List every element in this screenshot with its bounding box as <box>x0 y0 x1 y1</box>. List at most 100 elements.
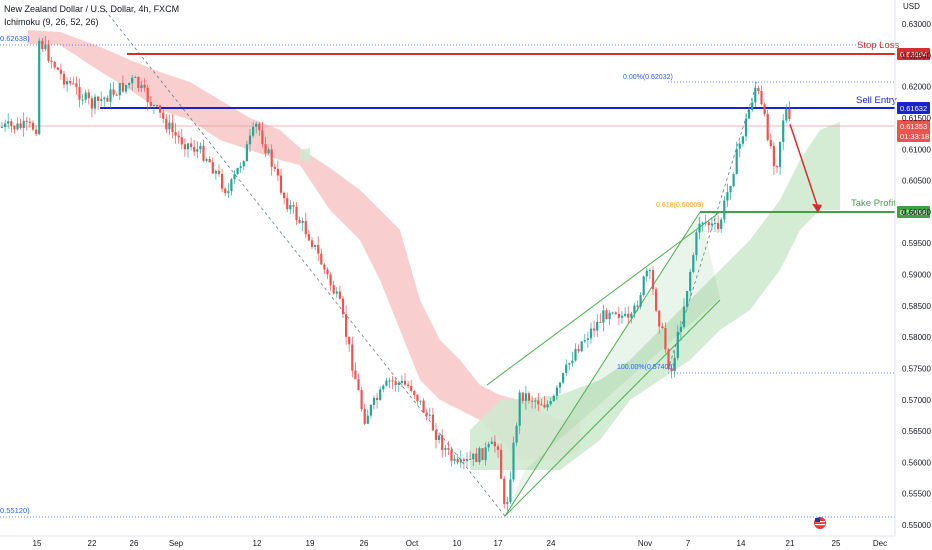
candle-body <box>441 435 444 450</box>
candle-body <box>403 380 407 385</box>
candle-body <box>174 132 177 136</box>
candle-body <box>78 86 81 100</box>
candle-body <box>193 146 196 152</box>
candle-body <box>642 276 645 296</box>
candle-body <box>493 441 496 447</box>
price-tick-0.59000: 0.59000 <box>902 271 931 280</box>
candle-body <box>345 314 348 337</box>
candle-body <box>707 222 710 226</box>
candle-body <box>75 83 78 87</box>
symbol-title: New Zealand Dollar / U.S. Dollar, 4h, FX… <box>4 4 180 14</box>
candle-body <box>62 73 66 85</box>
candle-body <box>279 175 283 193</box>
candle-body <box>385 380 388 386</box>
candle-body <box>419 400 422 402</box>
candle-body <box>543 404 546 408</box>
candle-body <box>7 121 10 124</box>
candle-body <box>379 389 382 401</box>
candle-body <box>589 328 593 339</box>
ichimoku-cloud-bullish-small <box>300 148 310 162</box>
candle-body <box>732 174 735 187</box>
price-tick-0.61500: 0.61500 <box>902 114 931 123</box>
candle-body <box>524 393 527 401</box>
candle-body <box>217 170 221 174</box>
price-tick-0.55500: 0.55500 <box>902 490 931 499</box>
candle-body <box>614 312 617 314</box>
candle-body <box>186 143 190 150</box>
candle-body <box>710 223 713 226</box>
price-tick-0.58000: 0.58000 <box>902 333 931 342</box>
candle-body <box>487 443 490 448</box>
candle-body <box>661 326 664 329</box>
candle-body <box>444 448 447 450</box>
price-tick-0.57500: 0.57500 <box>902 364 931 373</box>
time-tick-Dec: Dec <box>873 539 887 548</box>
candle-body <box>264 144 267 154</box>
candle-body <box>472 453 475 460</box>
candle-body <box>593 328 596 331</box>
candle-body <box>729 186 732 193</box>
candle-body <box>689 271 692 292</box>
candle-body <box>242 161 245 167</box>
candle-body <box>106 97 109 102</box>
candle-body <box>252 126 255 136</box>
candle-body <box>366 415 369 424</box>
candle-body <box>211 162 214 174</box>
candle-body <box>738 143 741 149</box>
candle-body <box>456 458 459 463</box>
candle-body <box>81 99 84 101</box>
candle-body <box>490 441 493 444</box>
us-flag-canton <box>815 518 820 522</box>
candle-body <box>354 370 357 380</box>
channel-top-line <box>486 211 721 386</box>
price-tick-0.57000: 0.57000 <box>902 396 931 405</box>
candle-body <box>580 341 583 352</box>
candle-body <box>326 269 329 275</box>
candle-body <box>276 168 279 176</box>
price-tick-0.59500: 0.59500 <box>902 239 931 248</box>
candle-body <box>258 123 261 131</box>
candle-body <box>608 312 611 320</box>
candle-body <box>221 173 224 189</box>
candle-body <box>586 338 589 340</box>
candle-body <box>168 122 171 130</box>
time-tick-22: 22 <box>88 539 97 548</box>
candle-body <box>267 149 270 154</box>
current-price-value: 0.61353 <box>900 122 927 131</box>
ichimoku-cloud-bullish <box>470 122 840 470</box>
candle-body <box>16 123 19 130</box>
time-tick-25: 25 <box>832 539 841 548</box>
candle-body <box>413 390 416 395</box>
candle-body <box>670 368 673 371</box>
candle-body <box>69 80 72 84</box>
candle-body <box>165 118 168 130</box>
price-tick-0.58500: 0.58500 <box>902 302 931 311</box>
candle-body <box>338 291 341 299</box>
candle-body <box>304 220 307 235</box>
stop-loss-value: 0.62504 <box>900 50 927 59</box>
candle-body <box>372 397 376 406</box>
price-tick-0.63000: 0.63000 <box>902 20 931 29</box>
candle-body <box>239 166 242 168</box>
candle-body <box>289 205 292 210</box>
candle-body <box>376 397 379 401</box>
candle-body <box>90 98 93 109</box>
candle-body <box>134 77 137 79</box>
candle-body <box>438 435 441 440</box>
candle-body <box>261 130 264 145</box>
candle-body <box>314 245 317 247</box>
time-tick-14: 14 <box>737 539 746 548</box>
time-tick-7: 7 <box>686 539 691 548</box>
time-tick-Sep: Sep <box>169 539 184 548</box>
candle-body <box>84 92 87 100</box>
candle-body <box>512 442 515 480</box>
candle-body <box>202 145 205 161</box>
candle-body <box>382 385 385 390</box>
candle-body <box>66 80 69 85</box>
candle-body <box>329 274 332 286</box>
candle-body <box>763 104 766 114</box>
candle-body <box>509 479 512 503</box>
candle-body <box>754 87 757 103</box>
